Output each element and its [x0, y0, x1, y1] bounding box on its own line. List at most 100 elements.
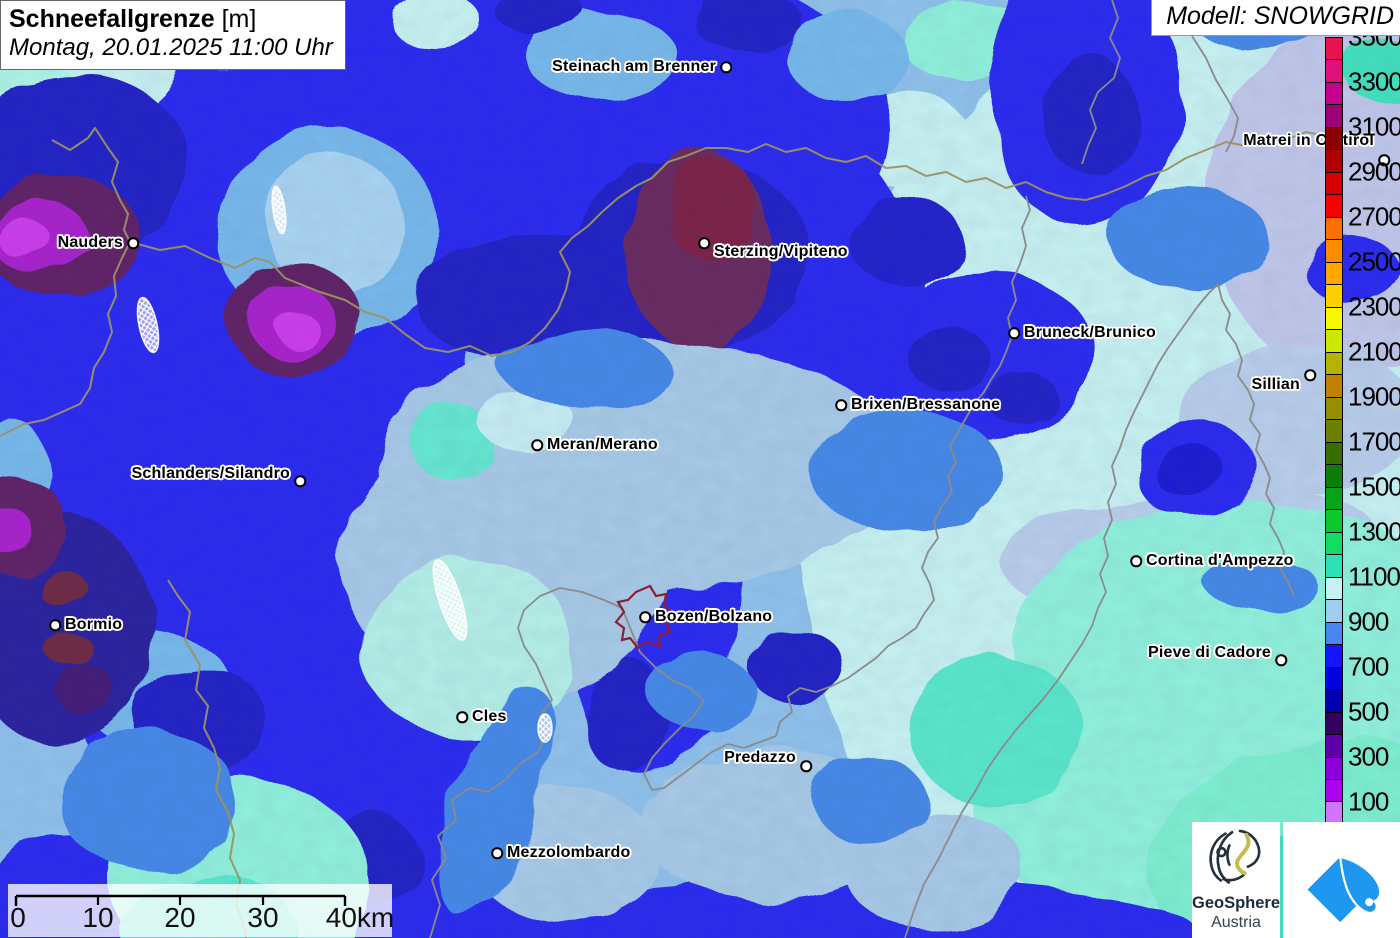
legend-cell: [1326, 330, 1342, 353]
legend-cell: [1326, 757, 1342, 780]
town-marker-icon: [1304, 369, 1316, 381]
geosphere-country: Austria: [1211, 913, 1261, 931]
town-label: Brixen/Bressanone: [851, 396, 1001, 413]
town-label: Bozen/Bolzano: [655, 608, 773, 625]
legend-cell: [1326, 172, 1342, 196]
colorbar: [1325, 37, 1343, 825]
legend-cell: [1326, 82, 1342, 106]
legend-tick-label: 700: [1348, 651, 1389, 682]
model-label: Modell: SNOWGRID: [1166, 2, 1394, 30]
legend-tick-label: 3300: [1348, 66, 1400, 97]
legend-cell: [1326, 802, 1342, 824]
legend-cell: [1326, 375, 1342, 398]
legend-cell: [1326, 262, 1342, 286]
legend-cell: [1326, 645, 1342, 668]
legend-cell: [1326, 465, 1342, 488]
town-label: Meran/Merano: [547, 436, 658, 453]
town-label: Cles: [472, 708, 507, 725]
legend-tick-label: 900: [1348, 606, 1389, 637]
legend-tick-label: 1700: [1348, 426, 1400, 457]
legend-cell: [1326, 532, 1342, 556]
town-marker-icon: [1378, 154, 1390, 166]
town-label: Nauders: [57, 234, 123, 251]
town-marker-icon: [720, 61, 732, 73]
legend-cell: [1326, 600, 1342, 623]
town-label: Predazzo: [724, 749, 796, 766]
legend-cell: [1326, 577, 1342, 601]
town-marker-icon: [294, 475, 306, 487]
scale-label: 30: [247, 902, 279, 933]
scale-label: 20: [164, 902, 196, 933]
legend-cell: [1326, 735, 1342, 758]
town-marker-icon: [698, 237, 710, 249]
legend-tick-label: 2900: [1348, 156, 1400, 187]
town-marker-icon: [531, 439, 543, 451]
model-label-box: Modell: SNOWGRID: [1151, 0, 1400, 36]
town-marker-icon: [1008, 327, 1020, 339]
legend-cell: [1326, 510, 1342, 533]
town-marker-icon: [49, 619, 61, 631]
legend-tick-label: 1100: [1348, 561, 1400, 592]
province-borders: [429, 0, 1295, 938]
legend-cell: [1326, 487, 1342, 511]
scale-label: 0: [10, 902, 26, 933]
legend-cell: [1326, 240, 1342, 263]
legend-cell: [1326, 779, 1342, 803]
town-marker-icon: [800, 760, 812, 772]
legend-cell: [1326, 38, 1342, 61]
town-label: Cortina d'Ampezzo: [1146, 552, 1294, 569]
legend-cell: [1326, 60, 1342, 83]
legend-cell: [1326, 127, 1342, 151]
town-label: Mezzolombardo: [507, 844, 631, 861]
legend-cell: [1326, 420, 1342, 443]
town-marker-icon: [456, 711, 468, 723]
legend-tick-label: 2500: [1348, 246, 1400, 277]
geosphere-contour-swirl-icon: [1209, 829, 1261, 884]
legend-cell: [1326, 555, 1342, 578]
town-label: Steinach am Brenner: [552, 58, 716, 75]
legend-tick-label: 300: [1348, 741, 1389, 772]
blue-mountain-cornice-icon: [1307, 855, 1381, 923]
legend-cell: [1326, 622, 1342, 646]
legend-cell: [1326, 712, 1342, 736]
town-label: Bruneck/Brunico: [1024, 324, 1156, 341]
legend-cell: [1326, 307, 1342, 331]
legend-tick-label: 100: [1348, 786, 1389, 817]
legend-tick-label: 2700: [1348, 201, 1400, 232]
legend-tick-label: 3100: [1348, 111, 1400, 142]
scale-label: 40km: [325, 902, 395, 933]
town-label: Bormio: [65, 616, 123, 633]
geosphere-austria-logo: GeoSphere Austria: [1192, 822, 1280, 938]
legend-cell: [1326, 690, 1342, 713]
town-marker-icon: [127, 237, 139, 249]
map-datetime: Montag, 20.01.2025 11:00 Uhr: [9, 34, 333, 61]
town-label: Sterzing/Vipiteno: [714, 243, 848, 260]
legend-tick-label: 1300: [1348, 516, 1400, 547]
legend-cell: [1326, 285, 1342, 308]
glacier-hatching: [136, 185, 553, 743]
town-label: Sillian: [1251, 376, 1300, 393]
legend-cell: [1326, 217, 1342, 241]
town-marker-icon: [835, 399, 847, 411]
legend-cell: [1326, 195, 1342, 218]
page-title: Schneefallgrenze [m]: [9, 5, 257, 33]
town-label: Schlanders/Silandro: [131, 465, 290, 482]
legend-tick-label: 1500: [1348, 471, 1400, 502]
town-marker-icon: [491, 847, 503, 859]
legend-tick-label: 2300: [1348, 291, 1400, 322]
town-marker-icon: [1130, 555, 1142, 567]
bozen-municipality-outline: [614, 584, 674, 650]
legend-cell: [1326, 667, 1342, 691]
scale-label: 10: [82, 902, 114, 933]
town-label: Pieve di Cadore: [1147, 644, 1271, 661]
legend-cell: [1326, 150, 1342, 173]
scale-bar-ruler: [14, 894, 347, 906]
legend-cell: [1326, 105, 1342, 128]
legend-tick-label: 500: [1348, 696, 1389, 727]
geosphere-wordmark: GeoSphere: [1192, 894, 1281, 912]
legend-cell: [1326, 352, 1342, 376]
map-title-box: Schneefallgrenze [m] Montag, 20.01.2025 …: [0, 0, 346, 70]
elevation-legend: 3500 3300 3100 2900 2700 2500 2300 2100 …: [1325, 0, 1400, 938]
